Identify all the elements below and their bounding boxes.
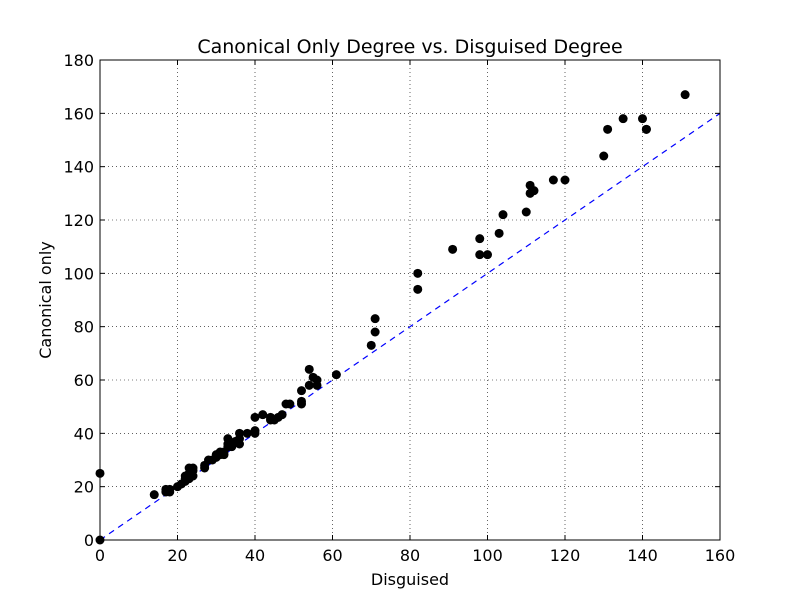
data-point	[250, 412, 260, 422]
x-tick-label: 140	[627, 546, 658, 565]
x-tick-label: 160	[705, 546, 736, 565]
data-point	[250, 426, 260, 436]
data-point	[483, 250, 492, 260]
data-point	[638, 114, 647, 124]
data-point	[297, 386, 306, 396]
y-tick-label: 80	[74, 318, 94, 337]
y-tick-label: 160	[63, 104, 94, 123]
data-point	[235, 439, 244, 449]
data-point	[149, 490, 159, 500]
data-point	[165, 484, 175, 494]
data-point	[331, 370, 341, 380]
data-point	[529, 186, 539, 196]
data-point	[498, 210, 508, 220]
data-point	[413, 284, 423, 294]
data-point	[370, 314, 380, 324]
y-axis-label: Canonical only	[36, 241, 55, 358]
x-tick-label: 0	[95, 546, 105, 565]
data-point	[475, 234, 485, 244]
y-tick-label: 140	[63, 158, 94, 177]
y-tick-label: 60	[74, 371, 94, 390]
data-point	[618, 114, 628, 124]
y-tick-label: 120	[63, 211, 94, 230]
chart-title: Canonical Only Degree vs. Disguised Degr…	[197, 36, 622, 58]
x-tick-label: 40	[245, 546, 265, 565]
y-tick-label: 100	[63, 264, 94, 283]
data-point	[258, 410, 268, 420]
data-point	[475, 250, 485, 260]
data-point	[285, 399, 295, 409]
data-point	[413, 268, 423, 278]
data-point	[304, 364, 314, 374]
data-point	[641, 124, 651, 134]
data-point	[366, 340, 376, 350]
data-point	[599, 151, 609, 161]
data-point	[680, 90, 690, 100]
x-tick-label: 20	[167, 546, 187, 565]
data-point	[304, 380, 314, 390]
x-tick-label: 60	[322, 546, 342, 565]
data-point	[277, 410, 287, 420]
data-point	[494, 228, 504, 238]
y-tick-labels: 0 20 40 60 80 100 120 140 160 180	[63, 51, 94, 550]
data-point	[560, 175, 570, 185]
y-tick-label: 20	[74, 478, 94, 497]
x-tick-label: 100	[472, 546, 503, 565]
y-tick-label: 180	[63, 51, 94, 70]
data-point	[235, 428, 244, 438]
data-point	[297, 396, 306, 406]
axis-ticks	[99, 59, 721, 541]
y-tick-label: 0	[84, 531, 94, 550]
data-point	[370, 327, 380, 337]
data-point	[548, 175, 558, 185]
x-tick-labels: 0 20 40 60 80 100 120 140 160	[95, 546, 735, 565]
data-point	[603, 124, 613, 134]
x-tick-label: 120	[550, 546, 581, 565]
data-point	[188, 466, 198, 476]
data-point	[521, 207, 531, 217]
data-point	[448, 244, 458, 254]
data-points	[95, 90, 690, 545]
x-axis-label: Disguised	[371, 570, 449, 589]
data-point	[219, 450, 229, 460]
data-point	[242, 428, 252, 438]
y-tick-label: 40	[74, 424, 94, 443]
data-point	[312, 375, 322, 385]
grid-lines	[100, 60, 720, 540]
x-tick-label: 80	[400, 546, 420, 565]
